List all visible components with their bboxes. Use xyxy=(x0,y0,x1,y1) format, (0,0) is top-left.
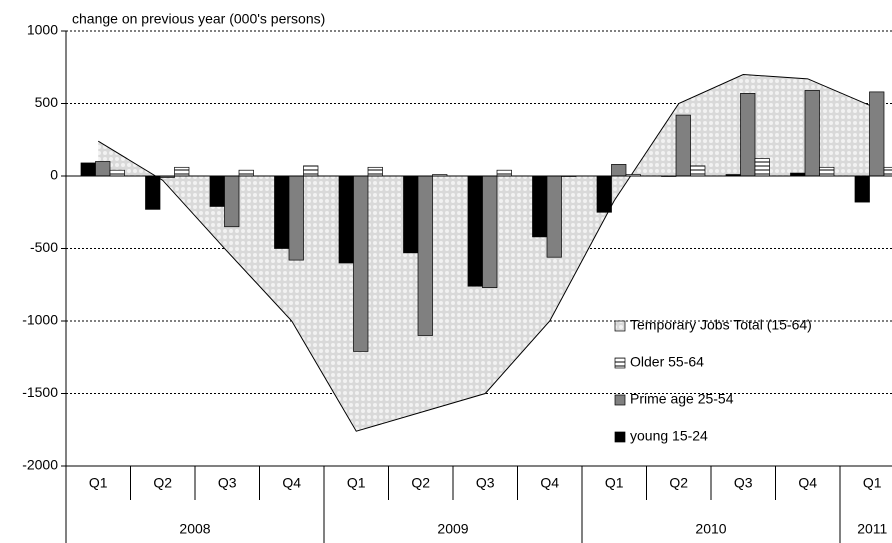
legend-label: Older 55-64 xyxy=(630,354,704,370)
bar xyxy=(854,175,870,203)
x-tick-label: Q1 xyxy=(605,475,624,491)
bar xyxy=(532,175,548,238)
bar xyxy=(367,166,383,177)
bar xyxy=(417,175,433,336)
y-tick-label: 1000 xyxy=(27,22,58,38)
legend-label: Prime age 25-54 xyxy=(630,391,734,407)
y-tick-label: -1000 xyxy=(22,312,58,328)
x-tick-label: Q1 xyxy=(347,475,366,491)
legend-swatch xyxy=(614,394,626,406)
bar xyxy=(546,175,562,258)
bar xyxy=(690,165,706,177)
x-tick-label: Q4 xyxy=(540,475,559,491)
x-tick-label: Q3 xyxy=(476,475,495,491)
x-tick-label: Q3 xyxy=(218,475,237,491)
y-axis-label: change on previous year (000's persons) xyxy=(72,11,325,27)
x-group-label: 2010 xyxy=(695,521,726,537)
bar xyxy=(819,166,835,177)
bar xyxy=(754,158,770,177)
area-outline xyxy=(97,73,873,432)
x-group-label: 2009 xyxy=(437,521,468,537)
x-tick-label: Q1 xyxy=(863,475,882,491)
bar xyxy=(883,166,892,177)
x-group-label: 2011 xyxy=(857,521,887,537)
bar xyxy=(209,175,225,207)
bar xyxy=(596,175,612,213)
y-tick-label: -2000 xyxy=(22,457,58,473)
x-tick-label: Q2 xyxy=(669,475,688,491)
bar xyxy=(109,169,125,177)
bar xyxy=(467,175,483,287)
x-tick-label: Q2 xyxy=(411,475,430,491)
bar xyxy=(224,175,240,228)
x-tick-label: Q4 xyxy=(282,475,301,491)
x-tick-label: Q3 xyxy=(734,475,753,491)
bar xyxy=(869,91,885,177)
bar xyxy=(238,169,254,177)
bar xyxy=(496,169,512,177)
bar xyxy=(80,162,96,177)
legend-swatch xyxy=(614,431,626,443)
bar xyxy=(274,175,290,249)
legend-swatch xyxy=(614,320,626,332)
x-tick-label: Q4 xyxy=(798,475,817,491)
x-tick-label: Q1 xyxy=(89,475,108,491)
bar xyxy=(482,175,498,289)
bar xyxy=(804,90,820,177)
bar xyxy=(303,165,319,177)
y-tick-label: -1500 xyxy=(22,384,58,400)
legend-label: young 15-24 xyxy=(630,428,708,444)
bar xyxy=(95,161,111,177)
bar xyxy=(403,175,419,254)
bar xyxy=(675,114,691,177)
legend-swatch xyxy=(614,357,626,369)
bar xyxy=(740,92,756,177)
y-tick-label: -500 xyxy=(30,239,58,255)
bar xyxy=(145,175,161,210)
x-group-label: 2008 xyxy=(179,521,210,537)
bar xyxy=(288,175,304,261)
legend-label: Temporary Jobs Total (15-64) xyxy=(630,317,812,333)
y-tick-label: 500 xyxy=(35,94,59,110)
bar xyxy=(611,164,627,177)
bar xyxy=(353,175,369,352)
y-tick-label: 0 xyxy=(50,167,58,183)
x-tick-label: Q2 xyxy=(153,475,172,491)
bar xyxy=(338,175,354,264)
bar xyxy=(174,166,190,177)
